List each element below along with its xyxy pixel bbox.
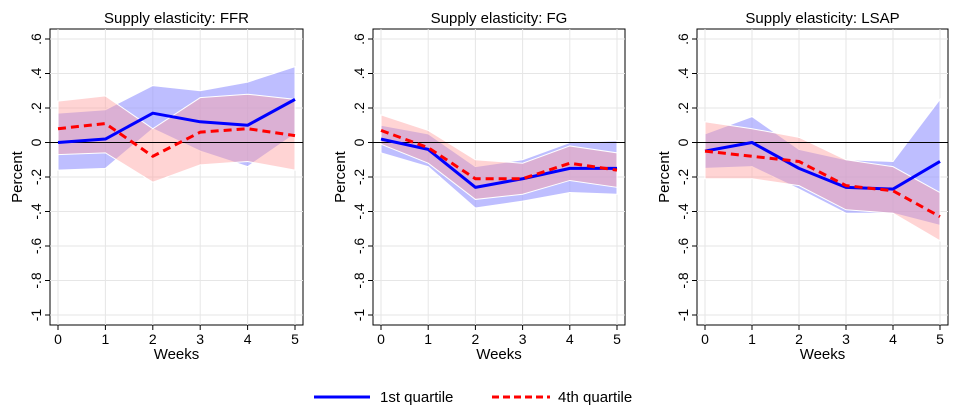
x-tick-label: 0 — [54, 331, 62, 347]
x-tick-label: 5 — [291, 331, 299, 347]
y-tick-label: -.4 — [351, 203, 367, 220]
y-axis-label: Percent — [332, 150, 349, 203]
y-axis-label: Percent — [9, 150, 26, 203]
legend-label-1st-quartile: 1st quartile — [380, 389, 453, 406]
x-tick-label: 5 — [613, 331, 621, 347]
x-tick-label: 5 — [936, 331, 944, 347]
y-tick-label: .6 — [351, 33, 367, 45]
y-tick-label: -.6 — [28, 238, 44, 255]
y-tick-label: .2 — [28, 102, 44, 114]
y-tick-label: .4 — [675, 67, 691, 79]
ci-band-4th-quartile — [380, 114, 618, 200]
ci-band-4th-quartile — [704, 121, 941, 242]
series-line-4th-quartile — [57, 122, 296, 158]
series-line-4th-quartile — [704, 149, 941, 218]
ci-band-4th-quartile — [57, 93, 296, 183]
x-axis-label: Weeks — [154, 346, 200, 363]
x-tick-label: 3 — [519, 331, 527, 347]
x-tick-label: 3 — [196, 331, 204, 347]
y-tick-label: 0 — [675, 138, 691, 146]
y-tick-label: -.4 — [675, 203, 691, 220]
x-tick-label: 1 — [424, 331, 432, 347]
panel-title-lsap: Supply elasticity: LSAP — [745, 10, 899, 27]
y-tick-label: .4 — [28, 67, 44, 79]
panel-ffr: .6 .4 .2 0 -.2 -.4 -.6 -.8 -1 0 1 2 3 4 5 Supply elasti… — [9, 10, 304, 363]
legend-label-4th-quartile: 4th quartile — [558, 389, 632, 406]
y-tick-label: .4 — [351, 67, 367, 79]
series-line-1st-quartile — [380, 137, 617, 189]
y-tick-label: .6 — [675, 33, 691, 45]
y-tick-label: -.2 — [28, 169, 44, 186]
y-tick-label: -.2 — [351, 169, 367, 186]
x-tick-label: 4 — [889, 331, 897, 347]
panel-title-fg: Supply elasticity: FG — [431, 10, 568, 27]
x-tick-label: 0 — [377, 331, 385, 347]
x-axis-label: Weeks — [476, 346, 522, 363]
panel-fg: .6 .4 .2 0 -.2 -.4 -.6 -.8 -1 0 1 2 3 4 5 Supply elasti… — [332, 10, 626, 363]
y-tick-label: .6 — [28, 33, 44, 45]
x-axis-label: Weeks — [800, 346, 846, 363]
series-line-1st-quartile — [704, 141, 941, 191]
y-tick-label: 0 — [28, 138, 44, 146]
x-tick-label: 2 — [149, 331, 157, 347]
y-tick-label: -.2 — [675, 169, 691, 186]
y-tick-label: -1 — [675, 309, 691, 322]
series-line-1st-quartile — [57, 98, 296, 144]
x-tick-label: 4 — [244, 331, 252, 347]
ci-band-1st-quartile — [380, 124, 618, 209]
panel-lsap: .6 .4 .2 0 -.2 -.4 -.6 -.8 -1 0 1 2 3 4 5 Supply elasti… — [656, 10, 949, 363]
x-tick-label: 1 — [748, 331, 756, 347]
x-tick-label: 4 — [566, 331, 574, 347]
panel-title-ffr: Supply elasticity: FFR — [104, 10, 249, 27]
x-tick-label: 0 — [701, 331, 709, 347]
series-line-4th-quartile — [380, 129, 618, 181]
y-tick-label: .2 — [351, 102, 367, 114]
x-tick-label: 3 — [842, 331, 850, 347]
y-tick-label: -.6 — [351, 238, 367, 255]
x-tick-label: 1 — [102, 331, 110, 347]
y-tick-label: -.8 — [28, 272, 44, 289]
y-tick-label: -.8 — [351, 272, 367, 289]
legend: 1st quartile 4th quartile — [314, 389, 632, 406]
x-tick-label: 2 — [795, 331, 803, 347]
y-tick-label: -1 — [351, 309, 367, 322]
y-tick-label: .2 — [675, 102, 691, 114]
y-tick-label: -.6 — [675, 238, 691, 255]
y-axis-label: Percent — [656, 150, 673, 203]
x-tick-label: 2 — [472, 331, 480, 347]
y-tick-label: -.8 — [675, 272, 691, 289]
y-tick-label: -1 — [28, 309, 44, 322]
y-tick-label: -.4 — [28, 203, 44, 220]
y-tick-label: 0 — [351, 138, 367, 146]
